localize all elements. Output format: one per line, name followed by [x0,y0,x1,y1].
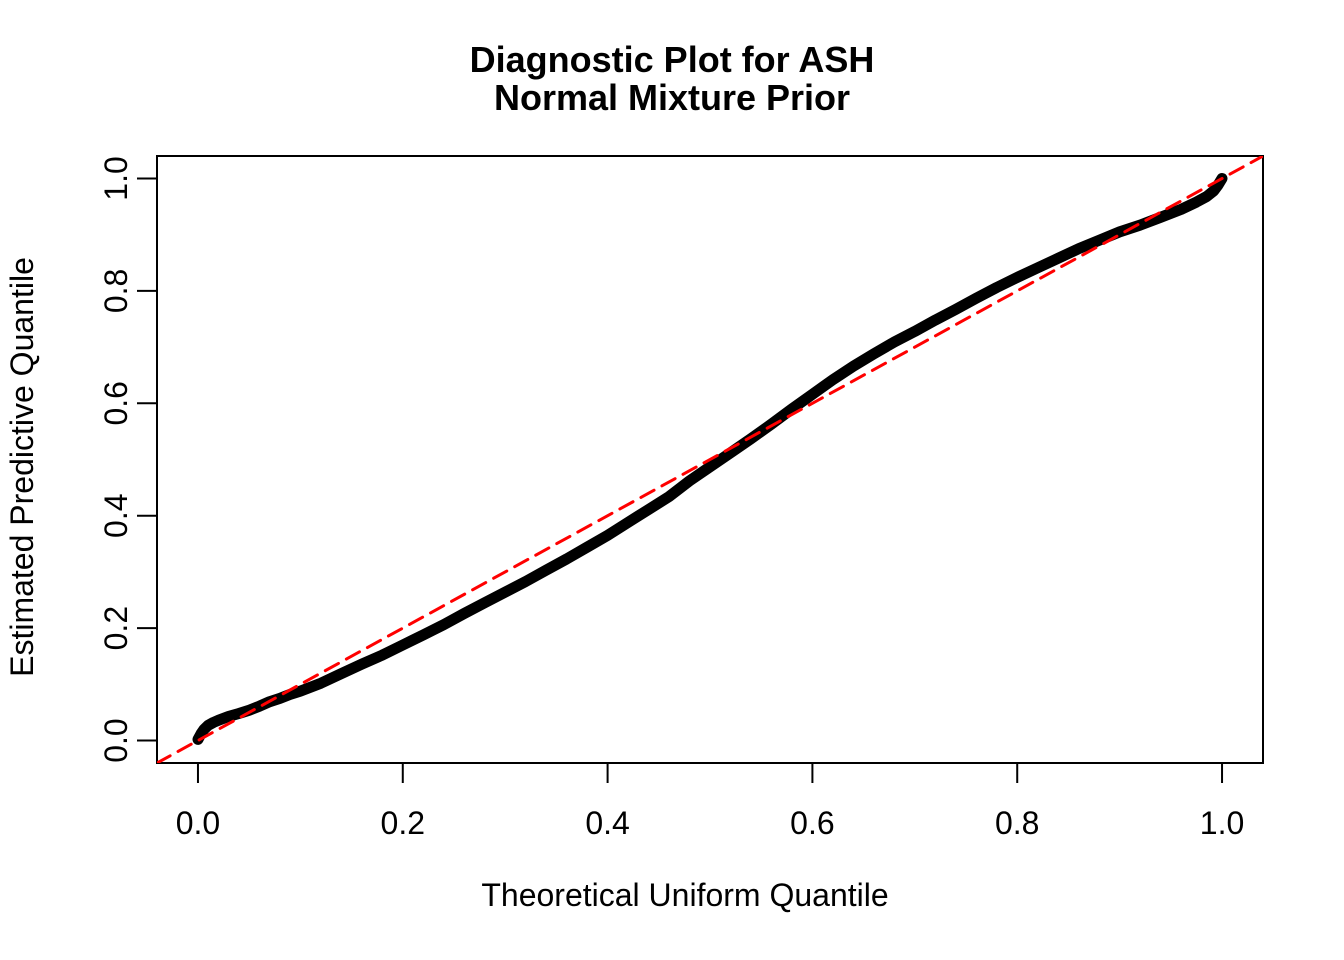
y-tick-label: 0.2 [98,606,134,650]
y-axis-label: Estimated Predictive Quantile [4,257,40,677]
y-tick-label: 0.4 [98,493,134,537]
axis-tick-labels: 0.0 0.2 0.4 0.6 0.8 1.0 0.0 0.2 0.4 0.6 0.8 1.0 [98,156,1244,841]
x-tick-label: 1.0 [1200,805,1244,841]
y-tick-label: 1.0 [98,156,134,200]
x-tick-label: 0.4 [585,805,629,841]
diagonal-reference-line [157,156,1263,763]
y-tick-label: 0.6 [98,381,134,425]
page-title: Diagnostic Plot for ASH [470,39,875,80]
x-tick-label: 0.0 [176,805,220,841]
x-tick-label: 0.8 [995,805,1039,841]
axis-ticks [137,177,1224,783]
y-tick-label: 0.8 [98,269,134,313]
page-subtitle: Normal Mixture Prior [494,77,850,118]
x-axis-label: Theoretical Uniform Quantile [481,877,888,913]
x-tick-label: 0.6 [790,805,834,841]
plot-box [156,155,1264,764]
x-tick-label: 0.2 [381,805,425,841]
data-series-layer [157,156,1263,763]
y-tick-label: 0.0 [98,718,134,762]
